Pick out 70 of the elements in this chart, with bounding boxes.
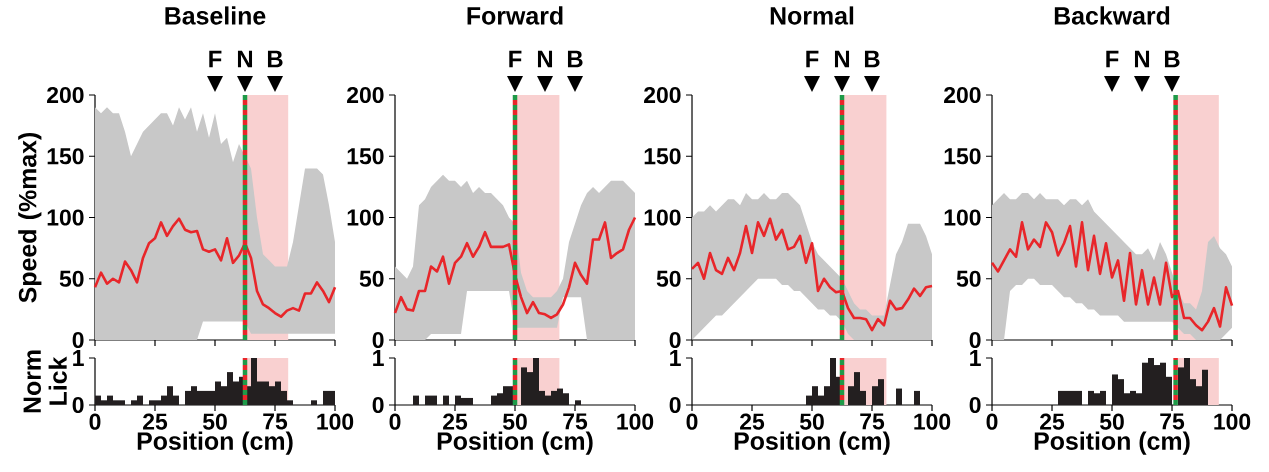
y-tick-label: 100 <box>644 209 681 226</box>
y-tick-label: 100 <box>47 209 84 226</box>
x-tick-label: 25 <box>143 413 168 430</box>
y-tick-label: 0 <box>969 396 981 414</box>
y-tick-label: 50 <box>956 270 981 287</box>
y-tick-label: 0 <box>969 331 981 349</box>
text: B <box>864 50 880 68</box>
y-tick-label: 200 <box>47 86 84 104</box>
y-tick-label: 150 <box>944 148 981 165</box>
text: N <box>237 50 253 68</box>
y-tick-label: 0 <box>669 396 681 414</box>
y-tick-label: 150 <box>47 148 84 165</box>
y-tick-label: 50 <box>359 270 384 287</box>
x-axis-title: Position (cm) <box>1034 431 1190 455</box>
chart-title: Baseline <box>165 6 266 25</box>
x-tick-label: 25 <box>443 413 468 430</box>
x-tick-label: 100 <box>617 413 654 430</box>
text: B <box>267 50 283 68</box>
text: B <box>1164 50 1180 68</box>
x-tick-label: 75 <box>263 413 288 430</box>
y-tick-label: 50 <box>59 270 84 287</box>
y-axis-title: Norm Lick <box>23 350 67 413</box>
chart-title: Backward <box>1054 6 1170 25</box>
x-tick-label: 25 <box>1040 413 1065 430</box>
chart-title: Normal <box>770 6 854 25</box>
x-axis-title: Position (cm) <box>734 431 890 455</box>
x-tick-label: 50 <box>502 413 527 430</box>
chart-title: Forward <box>467 6 563 25</box>
y-tick-label: 1 <box>970 350 981 366</box>
x-tick-label: 50 <box>202 413 227 430</box>
text: B <box>567 50 583 68</box>
x-tick-label: 50 <box>799 413 824 430</box>
text: F <box>1106 50 1119 68</box>
y-tick-label: 1 <box>373 350 384 366</box>
x-tick-label: 0 <box>986 413 998 430</box>
y-tick-label: 50 <box>656 270 681 287</box>
x-tick-label: 75 <box>860 413 885 430</box>
text: F <box>509 50 522 68</box>
y-tick-label: 0 <box>372 396 384 414</box>
x-tick-label: 75 <box>563 413 588 430</box>
y-tick-label: 1 <box>670 350 681 366</box>
y-tick-label: 150 <box>347 148 384 165</box>
text: N <box>834 50 850 68</box>
y-tick-label: 200 <box>644 86 681 104</box>
x-tick-label: 100 <box>1214 413 1251 430</box>
x-tick-label: 0 <box>686 413 698 430</box>
y-tick-label: 200 <box>347 86 384 104</box>
y-tick-label: 100 <box>347 209 384 226</box>
y-tick-label: 200 <box>944 86 981 104</box>
text: N <box>537 50 553 68</box>
y-tick-label: 0 <box>669 331 681 349</box>
y-tick-label: 150 <box>644 148 681 165</box>
y-tick-label: 1 <box>73 350 84 366</box>
x-tick-label: 75 <box>1160 413 1185 430</box>
y-axis-title: Speed (%max) <box>18 132 42 303</box>
x-axis-title: Position (cm) <box>437 431 593 455</box>
x-tick-label: 0 <box>389 413 401 430</box>
y-tick-label: 0 <box>72 396 84 414</box>
x-tick-label: 0 <box>89 413 101 430</box>
x-tick-label: 100 <box>914 413 951 430</box>
y-tick-label: 0 <box>72 331 84 349</box>
x-axis-title: Position (cm) <box>137 431 293 455</box>
text: F <box>209 50 222 68</box>
text: F <box>806 50 819 68</box>
y-tick-label: 0 <box>372 331 384 349</box>
y-tick-label: 100 <box>944 209 981 226</box>
text: N <box>1134 50 1150 68</box>
x-tick-label: 100 <box>317 413 354 430</box>
x-tick-label: 25 <box>740 413 765 430</box>
x-tick-label: 50 <box>1099 413 1124 430</box>
